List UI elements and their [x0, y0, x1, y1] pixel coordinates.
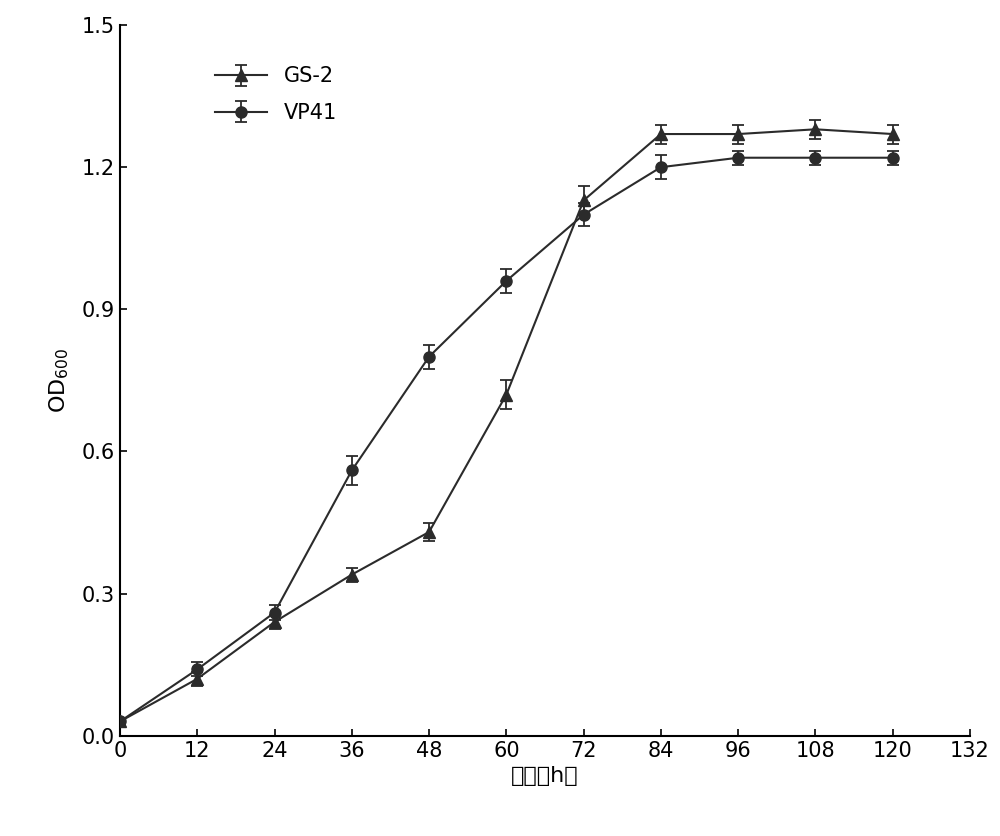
X-axis label: 时间（h）: 时间（h）	[511, 766, 579, 786]
Legend: GS-2, VP41: GS-2, VP41	[198, 49, 354, 140]
Y-axis label: OD$_{600}$: OD$_{600}$	[47, 348, 71, 413]
